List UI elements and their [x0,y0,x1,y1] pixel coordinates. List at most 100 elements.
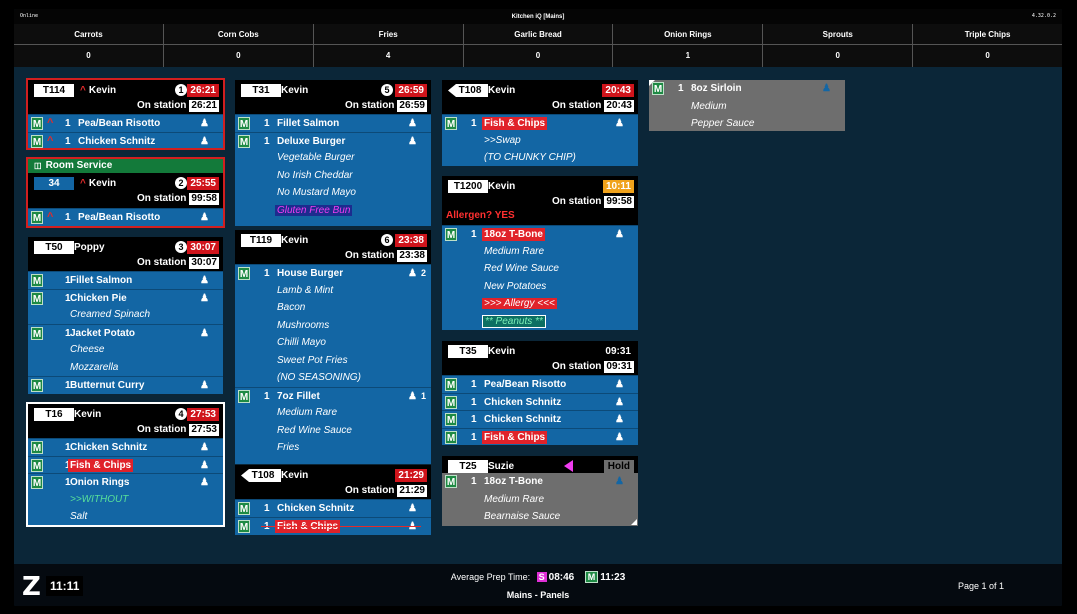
order-ticket-t1200[interactable]: T1200 Kevin 10:11 On station 99:58 Allerg… [442,176,638,330]
order-ticket-t114[interactable]: T114 ^ Kevin 1 26:21 On station 26:21 M ^ 1 P… [26,78,225,150]
count-cell-sprouts[interactable]: Sprouts 0 [762,24,913,67]
count-cell-corn-cobs[interactable]: Corn Cobs 0 [162,24,313,67]
chef-icon[interactable]: ♟ [408,390,417,402]
chef-icon[interactable]: ♟ [615,379,624,390]
chef-icon[interactable]: ♟ [200,212,209,223]
chef-icon[interactable]: ♟ [408,503,417,514]
bed-icon: ◫ [34,161,42,170]
order-ticket-t108-b[interactable]: T108 Kevin 21:29 On station 21:29 M 1 Chick… [235,465,431,535]
order-item[interactable]: M 1 Onion Rings ♟ [28,473,223,491]
on-station-label: On station [136,100,187,111]
chef-count: 2 [420,268,426,278]
order-ticket-t31[interactable]: T31 Kevin 5 26:59 On station 26:59 M 1 Fill… [235,80,431,226]
mains-badge: M [445,378,457,391]
order-item[interactable]: M 1 Fillet Salmon ♟ [28,271,223,289]
order-item[interactable]: M 1 Chicken Schnitz ♟ [28,438,223,456]
chef-icon[interactable]: ♟ [615,229,624,240]
item-name: Chicken Schnitz [70,442,148,453]
chef-icon[interactable]: ♟ [615,431,624,443]
on-station-row: On station 21:29 [345,485,427,497]
chef-icon[interactable]: ♟ [200,118,209,129]
order-item[interactable]: M 1 Chicken Schnitz ♟ [235,499,431,517]
chef-icon[interactable]: ♟ [200,292,209,304]
item-modifier: Sweet Pot Fries [277,354,348,366]
item-qty: 1 [471,229,477,240]
order-ticket-t25-hold[interactable]: T25 Suzie Hold M 1 18oz T-Bone ♟ Medium Rar… [442,456,638,526]
chef-icon[interactable]: ♟ [615,414,624,425]
item-qty: 1 [471,431,477,443]
on-station-time: 99:58 [189,193,219,205]
order-item[interactable]: M 1 Chicken Schnitz ♟ [442,410,638,428]
order-ticket-sirloin-continued[interactable]: M 1 8oz Sirloin ♟ Medium Pepper Sauce [649,80,845,131]
order-item[interactable]: M 1 Deluxe Burger ♟ [235,131,431,150]
item-modifier: Mozzarella [70,361,119,373]
order-item[interactable]: M 1 18oz T-Bone ♟ [442,225,638,243]
count-name: Corn Cobs [163,24,313,45]
on-station-time: 27:53 [189,424,219,436]
chef-icon[interactable]: ♟ [408,118,417,129]
order-ticket-t119[interactable]: T119 Kevin 6 23:38 On station 23:38 M 1 Hou… [235,230,431,464]
order-sequence-badge: 3 [175,241,187,253]
item-modifier: Lamb & Mint [277,284,334,296]
order-ticket-room-service[interactable]: ◫ Room Service 34 ^ Kevin 2 25:55 On stati… [26,157,225,228]
order-item[interactable]: M 1 8oz Sirloin ♟ [649,80,845,98]
on-station-label: On station [344,485,395,496]
chef-icon[interactable]: ♟ [200,327,209,339]
item-name: Deluxe Burger [277,135,346,147]
order-timer: 27:53 [187,408,219,421]
chef-icon[interactable]: ♟ [408,268,417,279]
void-strike-line [261,525,421,527]
order-ticket-t35[interactable]: T35 Kevin 09:31 On station 09:31 M 1 Pea/Be… [442,341,638,445]
chef-icon[interactable]: ♟ [200,442,209,453]
item-modifier: No Irish Cheddar [277,169,353,181]
chef-icon[interactable]: ♟ [615,118,624,129]
page-indicator[interactable]: Page 1 of 1 [957,581,1004,591]
chef-icon[interactable]: ♟ [200,380,209,391]
hold-badge[interactable]: Hold [603,460,634,473]
order-sequence-badge: 6 [381,234,393,246]
chef-icon[interactable]: ♟ [615,476,624,487]
chef-icon[interactable]: ♟ [408,135,417,147]
order-item[interactable]: M ^ 1 Pea/Bean Risotto ♟ [28,114,223,132]
z-logo-icon[interactable]: Z [22,572,41,602]
order-item[interactable]: M 1 Chicken Pie ♟ [28,288,223,307]
order-ticket-t16[interactable]: T16 Kevin 4 27:53 On station 27:53 M 1 Chic… [26,402,225,527]
order-item[interactable]: M 1 House Burger ♟ 2 [235,264,431,282]
ticket-header: T31 Kevin 5 26:59 On station 26:59 [235,80,431,114]
chef-icon[interactable]: ♟ [200,477,209,488]
count-name: Carrots [14,24,163,45]
item-name-alert: Fish & Chips [68,458,134,472]
count-cell-carrots[interactable]: Carrots 0 [14,24,163,67]
chef-icon[interactable]: ♟ [200,135,209,147]
order-ticket-t108[interactable]: T108 Kevin 20:43 On station 20:43 M 1 Fish … [442,80,638,166]
order-timer: 26:59 [395,84,427,97]
order-item[interactable]: M 1 Pea/Bean Risotto ♟ [442,375,638,393]
order-item[interactable]: M 1 7oz Fillet ♟ 1 [235,386,431,405]
chef-icon[interactable]: ♟ [822,83,831,94]
order-item[interactable]: M 1 Jacket Potato ♟ [28,323,223,342]
order-item[interactable]: M ^ 1 Pea/Bean Risotto ♟ [28,208,223,226]
order-item[interactable]: M 1 Fillet Salmon ♟ [235,114,431,132]
order-ticket-t50[interactable]: T50 Poppy 3 30:07 On station 30:07 M 1 Fill… [28,237,223,394]
count-cell-triple-chips[interactable]: Triple Chips 0 [912,24,1062,67]
order-item[interactable]: M ^ 1 Chicken Schnitz ♟ [28,131,223,150]
chef-icon[interactable]: ♟ [200,459,209,471]
chef-icon[interactable]: ♟ [615,396,624,408]
chef-icon[interactable]: ♟ [200,275,209,286]
order-item[interactable]: M 1 Butternut Curry ♟ [28,376,223,394]
count-cell-onion-rings[interactable]: Onion Rings 1 [612,24,763,67]
recall-arrow-icon[interactable] [564,460,573,472]
order-item[interactable]: M 1 Chicken Schnitz ♟ [442,392,638,411]
order-item[interactable]: M 1 18oz T-Bone ♟ [442,473,638,491]
on-station-time: 30:07 [189,257,219,269]
count-cell-garlic-bread[interactable]: Garlic Bread 0 [462,24,613,67]
count-cell-fries[interactable]: Fries 4 [312,24,463,67]
avg-prep-label: Average Prep Time: [450,572,531,582]
item-name: Fillet Salmon [277,118,340,129]
table-number: T1200 [448,180,488,193]
ticket-header: T50 Poppy 3 30:07 On station 30:07 [28,237,223,271]
